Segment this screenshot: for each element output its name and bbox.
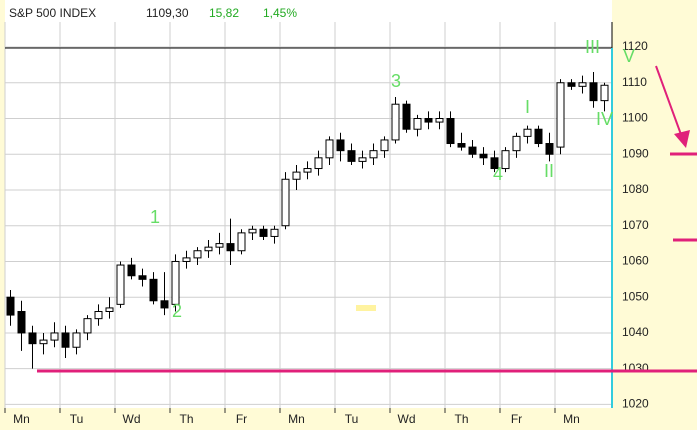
candle-body	[215, 243, 224, 248]
candle-body	[281, 178, 290, 227]
plot-area	[5, 22, 612, 408]
arrow-head	[674, 130, 690, 148]
y-tick-label: 1070	[622, 218, 649, 232]
candle-body	[17, 311, 26, 334]
x-tick-label: Wd	[123, 412, 141, 426]
y-tick-label: 1050	[622, 289, 649, 303]
wave-label: 2	[172, 301, 182, 321]
candle-body	[28, 332, 37, 345]
x-tick-label: Tu	[70, 412, 84, 426]
candle-body	[479, 153, 488, 159]
marker	[356, 305, 376, 311]
y-tick-label: 1040	[622, 325, 649, 339]
candle-body	[446, 118, 455, 145]
candle-body	[523, 128, 532, 137]
candle-body	[171, 260, 180, 305]
header	[5, 0, 612, 22]
x-tick-label: Tu	[345, 412, 359, 426]
y-tick-label: 1060	[622, 254, 649, 268]
candle-body	[50, 332, 59, 341]
x-tick-label: Mn	[563, 412, 580, 426]
x-tick-label: Wd	[398, 412, 416, 426]
title: S&P 500 INDEX	[9, 6, 96, 20]
wave-label: V	[623, 46, 635, 66]
x-tick-label: Th	[179, 412, 193, 426]
candle-body	[116, 264, 125, 305]
candle-body	[457, 143, 466, 148]
candle-body	[303, 168, 312, 173]
candle-body	[391, 103, 400, 141]
candle-body	[72, 332, 81, 348]
x-tick-label: Th	[454, 412, 468, 426]
candle-body	[105, 307, 114, 313]
y-tick-label: 1020	[622, 397, 649, 411]
candle-body	[501, 150, 510, 170]
y-tick-label: 1030	[622, 361, 649, 375]
candle-body	[314, 157, 323, 170]
candle-body	[435, 118, 444, 123]
candle-body	[468, 146, 477, 155]
wave-label: III	[585, 37, 600, 57]
x-tick-label: Fr	[236, 412, 247, 426]
candle-body	[347, 150, 356, 162]
candle-body	[578, 82, 587, 87]
candle-body	[292, 171, 301, 180]
candle-body	[127, 264, 136, 277]
wave-label: I	[525, 97, 530, 117]
candle-body	[270, 228, 279, 237]
y-tick-label: 1110	[622, 75, 647, 89]
candle-body	[149, 278, 158, 302]
candle-body	[237, 232, 246, 252]
candle-body	[589, 82, 598, 102]
candle-body	[380, 139, 389, 152]
last-price: 1109,30	[146, 6, 189, 20]
candle-body	[413, 118, 422, 130]
y-tick-label: 1120	[622, 39, 648, 53]
x-tick-label: Mn	[13, 412, 30, 426]
x-tick-label: Fr	[511, 412, 522, 426]
candle-body	[369, 150, 378, 159]
candle-body	[325, 139, 334, 159]
wave-label: 4	[493, 164, 503, 184]
candle-body	[600, 84, 609, 102]
wave-label: 1	[150, 207, 160, 227]
wave-label: II	[544, 161, 554, 181]
candle-body	[534, 128, 543, 145]
candle-body	[138, 275, 147, 280]
candle-body	[226, 243, 235, 252]
candle-body	[83, 318, 92, 334]
y-tick-label: 1080	[622, 182, 649, 196]
candle-body	[182, 257, 191, 262]
arrow	[655, 65, 684, 141]
y-tick-label: 1090	[622, 146, 649, 160]
x-tick-label: Mn	[288, 412, 305, 426]
candle-body	[402, 103, 411, 130]
candle-body	[490, 157, 499, 170]
candle-body	[259, 228, 268, 237]
candle-body	[204, 246, 213, 252]
candle-body	[248, 228, 257, 234]
candle-body	[193, 250, 202, 259]
y-tick-label: 1100	[622, 111, 648, 125]
candle-body	[545, 143, 554, 155]
candle-body	[556, 82, 565, 148]
candle-body	[6, 296, 15, 316]
candle-body	[160, 300, 169, 309]
change-pct: 1,45%	[263, 6, 297, 20]
change: 15,82	[209, 6, 239, 20]
candle-body	[39, 339, 48, 345]
candle-body	[94, 311, 103, 320]
candle-body	[567, 82, 576, 87]
wave-label: 3	[391, 71, 401, 91]
candle-body	[424, 118, 433, 123]
candle-body	[61, 332, 70, 348]
candle-body	[512, 135, 521, 152]
candle-body	[336, 139, 345, 152]
candle-body	[358, 157, 367, 162]
wave-label: IV	[596, 109, 613, 129]
